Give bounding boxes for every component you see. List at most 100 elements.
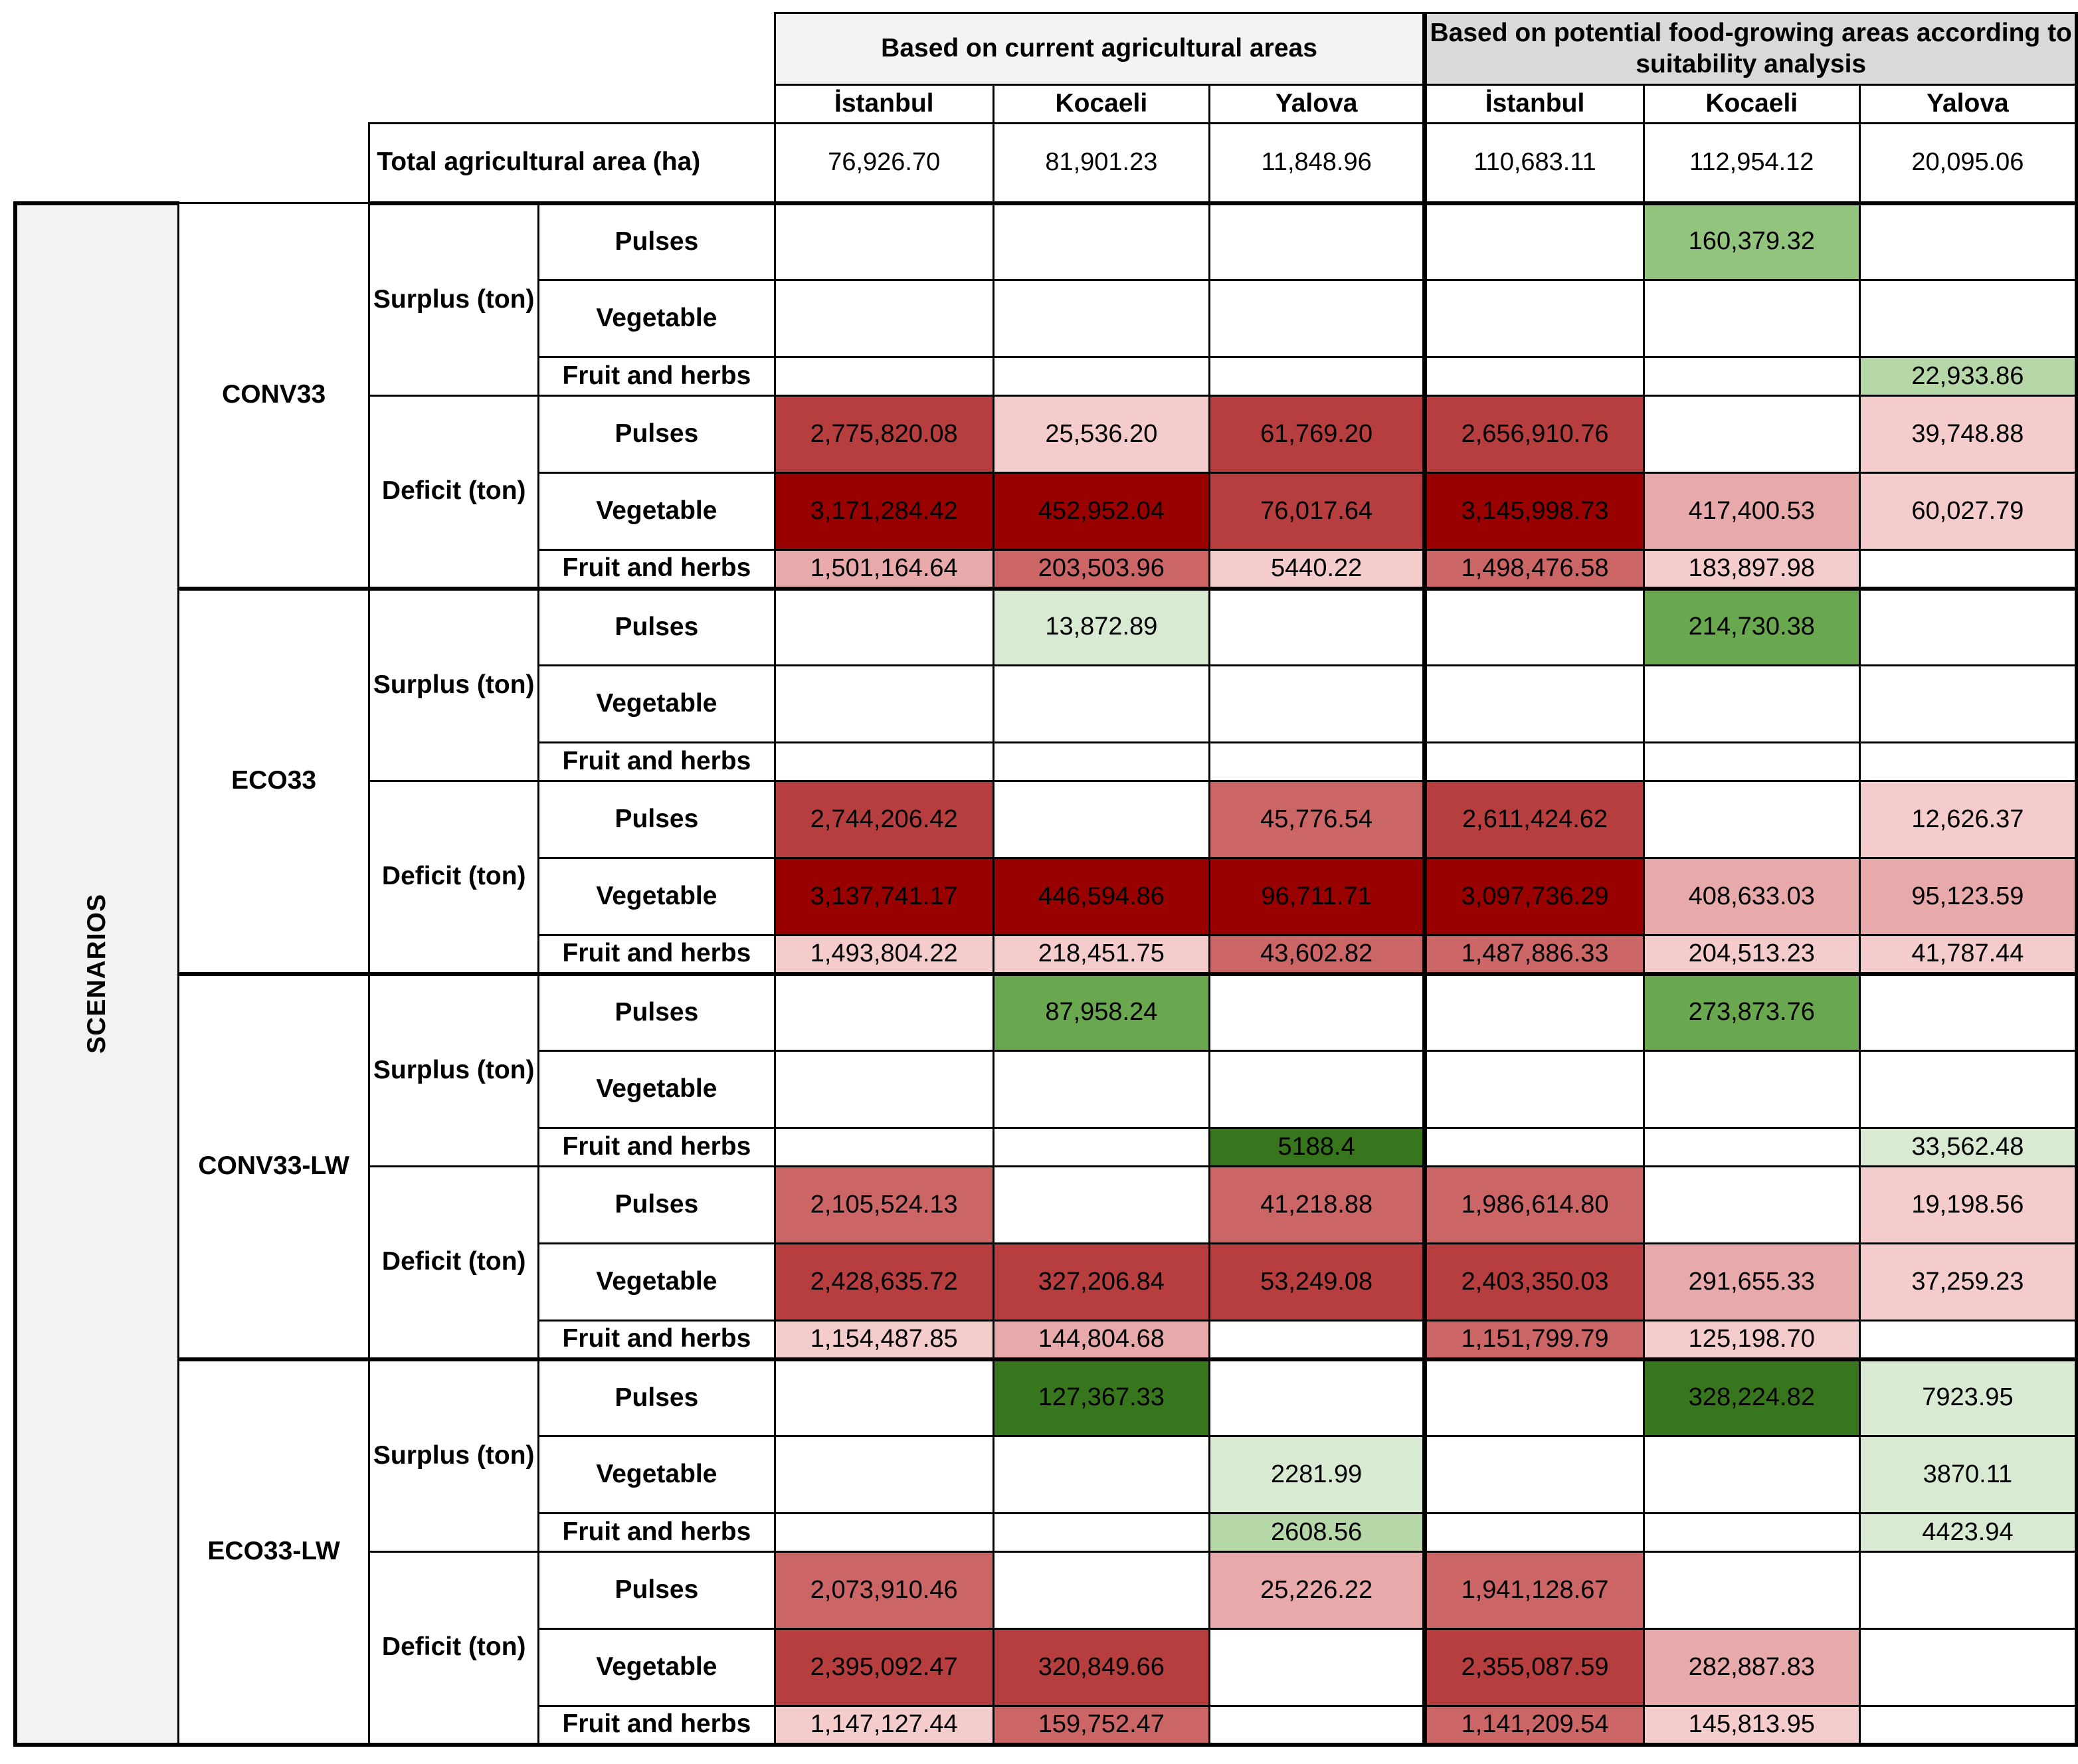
value-cell: 2608.56 — [1208, 1512, 1428, 1553]
data-row: Vegetable 2,395,092.47 320,849.66 2,355,087… — [15, 1628, 2078, 1707]
value-cell: 2,656,910.76 — [1424, 395, 1645, 474]
data-row: Fruit and herbs 1,501,164.64 203,503.96 544… — [15, 549, 2078, 589]
group-label: Deficit (ton) — [368, 1551, 540, 1747]
value-cell: 1,493,804.22 — [773, 934, 994, 975]
value-cell — [1208, 586, 1428, 666]
value-cell — [992, 1050, 1210, 1129]
item-label: Vegetable — [537, 857, 776, 936]
value-cell: 2,744,206.42 — [773, 780, 994, 859]
value-cell — [1858, 549, 2078, 589]
item-label: Vegetable — [537, 664, 776, 743]
data-row: Fruit and herbs 5188.4 33,562.48 — [15, 1127, 2078, 1167]
value-cell: 2,403,350.03 — [1424, 1242, 1645, 1322]
data-row: Vegetable — [15, 1050, 2078, 1129]
value-cell — [1858, 971, 2078, 1052]
value-cell: 25,536.20 — [992, 395, 1210, 474]
value-cell — [1208, 741, 1428, 782]
total-area-row: Total agricultural area (ha) 76,926.70 8… — [15, 122, 2078, 204]
data-row: Fruit and herbs 1,154,487.85 144,804.68 1,1… — [15, 1320, 2078, 1360]
value-cell — [1642, 664, 1861, 743]
value-cell: 22,933.86 — [1858, 356, 2078, 397]
value-cell: 160,379.32 — [1642, 201, 1861, 281]
scenario-name: CONV33 — [177, 202, 371, 589]
value-cell — [1208, 664, 1428, 743]
item-label: Pulses — [537, 780, 776, 859]
item-label: Fruit and herbs — [537, 1512, 776, 1553]
value-cell: 5188.4 — [1208, 1127, 1428, 1167]
value-cell: 1,147,127.44 — [773, 1705, 994, 1747]
value-cell: 3,137,741.17 — [773, 857, 994, 936]
data-row: Vegetable 3,137,741.17 446,594.86 96,711.71… — [15, 857, 2078, 936]
value-cell: 41,218.88 — [1208, 1165, 1428, 1244]
value-cell: 41,787.44 — [1858, 934, 2078, 975]
value-cell: 53,249.08 — [1208, 1242, 1428, 1322]
value-cell: 25,226.22 — [1208, 1551, 1428, 1630]
value-cell — [992, 1165, 1210, 1244]
value-cell: 37,259.23 — [1858, 1242, 2078, 1322]
value-cell: 1,498,476.58 — [1424, 549, 1645, 589]
value-cell: 2281.99 — [1208, 1435, 1428, 1514]
value-cell — [992, 1435, 1210, 1514]
item-label: Vegetable — [537, 1435, 776, 1514]
table-body: Based on current agricultural areas Base… — [13, 12, 2078, 1747]
total-area-value: 76,926.70 — [773, 122, 994, 204]
value-cell — [992, 1127, 1210, 1167]
value-cell: 33,562.48 — [1858, 1127, 2078, 1167]
value-cell: 12,626.37 — [1858, 780, 2078, 859]
value-cell: 159,752.47 — [992, 1705, 1210, 1747]
item-label: Fruit and herbs — [537, 549, 776, 589]
value-cell — [992, 1551, 1210, 1630]
value-cell — [1642, 1512, 1861, 1553]
value-cell — [1642, 1435, 1861, 1514]
value-cell: 145,813.95 — [1642, 1705, 1861, 1747]
group-header-potential: Based on potential food-growing areas ac… — [1424, 12, 2078, 86]
value-cell: 61,769.20 — [1208, 395, 1428, 474]
total-area-value: 20,095.06 — [1858, 122, 2078, 204]
value-cell: 446,594.86 — [992, 857, 1210, 936]
value-cell — [773, 201, 994, 281]
value-cell: 125,198.70 — [1642, 1320, 1861, 1360]
value-cell: 127,367.33 — [992, 1357, 1210, 1437]
value-cell: 417,400.53 — [1642, 472, 1861, 551]
value-cell: 1,487,886.33 — [1424, 934, 1645, 975]
value-cell: 3,097,736.29 — [1424, 857, 1645, 936]
value-cell — [1424, 201, 1645, 281]
data-row: Vegetable 3,171,284.42 452,952.04 76,017.64… — [15, 472, 2078, 551]
item-label: Pulses — [537, 395, 776, 474]
value-cell — [1642, 1127, 1861, 1167]
scenarios-side-label: SCENARIOS — [13, 201, 179, 1747]
total-area-value: 11,848.96 — [1208, 122, 1428, 204]
item-label: Vegetable — [537, 1242, 776, 1322]
scenario-results-table: Based on current agricultural areas Base… — [13, 12, 2078, 1747]
value-cell — [1208, 1320, 1428, 1360]
value-cell — [1208, 1705, 1428, 1747]
scenario-name: ECO33 — [177, 586, 371, 975]
value-cell — [992, 1512, 1210, 1553]
data-row: Fruit and herbs 1,147,127.44 159,752.47 1,1… — [15, 1705, 2078, 1747]
value-cell: 291,655.33 — [1642, 1242, 1861, 1322]
value-cell — [1858, 586, 2078, 666]
value-cell — [1424, 1050, 1645, 1129]
value-cell — [1642, 356, 1861, 397]
item-label: Pulses — [537, 201, 776, 281]
data-row: CONV33-LW Surplus (ton) Pulses 87,958.24 273… — [15, 971, 2078, 1360]
value-cell: 282,887.83 — [1642, 1628, 1861, 1707]
value-cell: 1,154,487.85 — [773, 1320, 994, 1360]
data-row: ECO33-LW Surplus (ton) Pulses 127,367.33 328… — [15, 1357, 2078, 1747]
value-cell — [1642, 1165, 1861, 1244]
city-header: İstanbul — [773, 84, 994, 124]
data-row: Vegetable — [15, 664, 2078, 743]
value-cell — [992, 780, 1210, 859]
value-cell: 5440.22 — [1208, 549, 1428, 589]
value-cell: 2,355,087.59 — [1424, 1628, 1645, 1707]
data-row: Fruit and herbs 1,493,804.22 218,451.75 43,… — [15, 934, 2078, 975]
value-cell — [1208, 1628, 1428, 1707]
value-cell: 2,775,820.08 — [773, 395, 994, 474]
item-label: Fruit and herbs — [537, 934, 776, 975]
scenario-name: CONV33-LW — [177, 971, 371, 1360]
data-row: Deficit (ton) Pulses 2,105,524.13 41,218.88… — [15, 1165, 2078, 1360]
value-cell: 1,941,128.67 — [1424, 1551, 1645, 1630]
item-label: Fruit and herbs — [537, 741, 776, 782]
total-area-value: 112,954.12 — [1642, 122, 1861, 204]
total-area-value: 81,901.23 — [992, 122, 1210, 204]
